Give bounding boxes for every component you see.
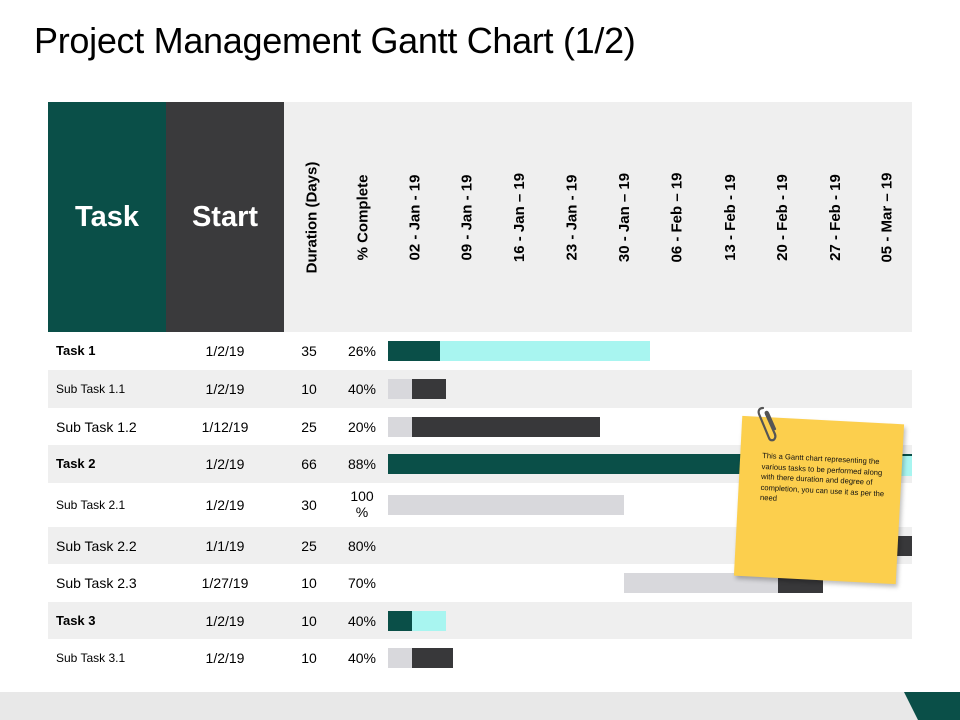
complete-cell: 40% bbox=[347, 612, 377, 629]
footer-bar bbox=[0, 692, 960, 720]
duration-column-header: Duration (Days) bbox=[303, 161, 321, 273]
task-name-cell: Task 3 bbox=[56, 612, 96, 628]
duration-cell: 10 bbox=[301, 575, 317, 591]
start-date-cell: 1/2/19 bbox=[205, 381, 245, 397]
bar-complete bbox=[896, 535, 912, 556]
bar-remaining bbox=[388, 648, 412, 668]
start-column-header: Start bbox=[166, 102, 284, 332]
complete-cell: 26% bbox=[347, 343, 377, 359]
week-header: 05 - Mar – 19 bbox=[878, 171, 896, 263]
bar-complete bbox=[411, 416, 601, 437]
start-date-cell: 1/2/19 bbox=[205, 456, 245, 472]
bar-remaining bbox=[388, 416, 412, 437]
footer-accent bbox=[904, 692, 960, 720]
week-header: 13 - Feb - 19 bbox=[721, 173, 739, 261]
task-name-cell: Sub Task 2.2 bbox=[56, 537, 137, 554]
task-name-cell: Task 1 bbox=[56, 343, 96, 358]
task-name-cell: Sub Task 3.1 bbox=[56, 651, 126, 665]
task-column-header: Task bbox=[48, 102, 166, 332]
task-name-cell: Sub Task 2.1 bbox=[56, 498, 126, 512]
row-background bbox=[48, 370, 912, 408]
start-date-cell: 1/2/19 bbox=[205, 343, 245, 359]
duration-cell: 10 bbox=[301, 650, 317, 666]
duration-cell: 10 bbox=[301, 381, 317, 397]
complete-cell: 40% bbox=[347, 650, 377, 666]
task-name-cell: Sub Task 1.2 bbox=[56, 418, 137, 435]
complete-cell: 80% bbox=[347, 537, 377, 554]
bar-complete bbox=[388, 610, 412, 631]
bar-complete bbox=[388, 341, 441, 361]
complete-cell: 88% bbox=[347, 456, 377, 472]
bar-complete bbox=[411, 648, 454, 668]
week-header: 23 - Jan - 19 bbox=[563, 174, 581, 260]
task-name-cell: Sub Task 2.3 bbox=[56, 575, 137, 591]
start-date-cell: 1/2/19 bbox=[205, 650, 245, 666]
week-header: 27 - Feb - 19 bbox=[826, 173, 844, 261]
task-name-cell: Sub Task 1.1 bbox=[56, 382, 126, 396]
task-name-cell: Task 2 bbox=[56, 456, 96, 471]
duration-cell: 25 bbox=[301, 537, 317, 554]
week-header: 02 - Jan - 19 bbox=[406, 174, 424, 260]
row-background bbox=[48, 602, 912, 639]
complete-cell: 40% bbox=[347, 381, 377, 397]
duration-cell: 10 bbox=[301, 612, 317, 629]
start-date-cell: 1/12/19 bbox=[201, 418, 249, 435]
start-date-cell: 1/2/19 bbox=[205, 497, 245, 513]
complete-column-header: % Complete bbox=[354, 174, 372, 260]
bar-remaining bbox=[623, 573, 779, 593]
complete-cell: 20% bbox=[347, 418, 377, 435]
week-header: 09 - Jan - 19 bbox=[458, 174, 476, 260]
start-date-cell: 1/27/19 bbox=[201, 575, 249, 591]
start-date-cell: 1/2/19 bbox=[205, 612, 245, 629]
page-title: Project Management Gantt Chart (1/2) bbox=[34, 20, 636, 61]
complete-cell: 70% bbox=[347, 575, 377, 591]
week-header: 16 - Jan – 19 bbox=[511, 172, 529, 262]
duration-cell: 25 bbox=[301, 418, 317, 435]
sticky-note-text: This a Gantt chart representing the vari… bbox=[759, 450, 885, 503]
complete-cell: 100 % bbox=[350, 488, 374, 520]
bar-remaining bbox=[388, 379, 412, 399]
duration-cell: 35 bbox=[301, 343, 317, 359]
start-date-cell: 1/1/19 bbox=[205, 537, 245, 554]
week-header: 30 - Jan – 19 bbox=[616, 172, 634, 262]
duration-cell: 30 bbox=[301, 497, 317, 513]
week-header: 06 - Feb – 19 bbox=[668, 171, 686, 263]
week-header: 20 - Feb - 19 bbox=[773, 173, 791, 261]
duration-cell: 66 bbox=[301, 456, 317, 472]
bar-remaining bbox=[411, 610, 446, 631]
bar-remaining bbox=[440, 341, 650, 361]
bar-remaining bbox=[388, 495, 624, 515]
bar-complete bbox=[411, 379, 446, 399]
paperclip-icon bbox=[757, 406, 777, 442]
